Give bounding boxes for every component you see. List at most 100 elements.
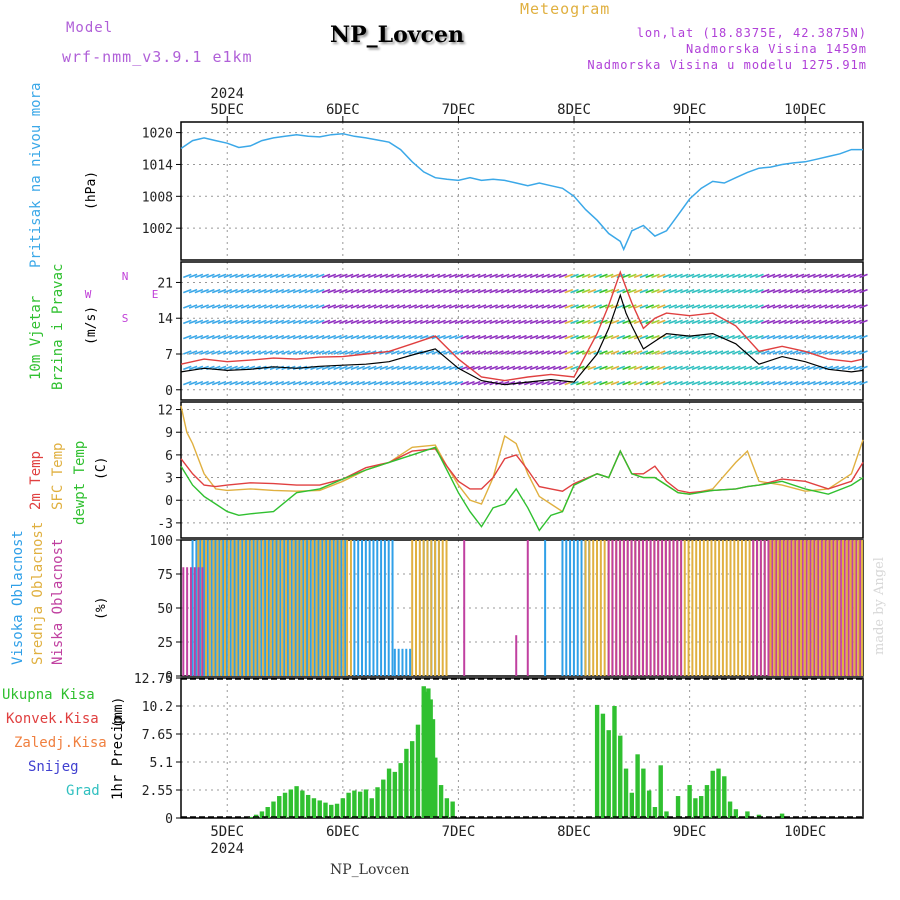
- wind-barb: [425, 380, 435, 386]
- model-label: Model: [66, 20, 114, 36]
- wind-barb: [344, 273, 354, 279]
- wind-barb: [431, 288, 441, 294]
- wind-barb: [610, 273, 620, 279]
- wind-barb: [529, 273, 539, 279]
- wind-barb: [512, 350, 522, 355]
- wind-barb: [431, 365, 441, 371]
- wind-barb: [483, 365, 493, 371]
- wind-barb: [697, 365, 706, 371]
- wind-barb: [656, 288, 666, 294]
- wind-barb: [339, 273, 348, 279]
- wind-barb: [408, 304, 417, 309]
- wind-barb: [495, 350, 504, 355]
- wind-barb: [240, 273, 250, 279]
- precip-bar: [727, 801, 733, 818]
- wind-barb: [743, 380, 753, 386]
- wind-barb: [599, 365, 608, 371]
- wind-barb: [830, 350, 839, 355]
- wind-barb: [801, 319, 811, 325]
- coords-label: lon,lat (18.8375E, 42.3875N): [636, 26, 867, 40]
- wind-barb: [680, 365, 689, 371]
- wind-ylabel-main: 10m Vjetar: [28, 296, 44, 380]
- wind-barb: [362, 365, 371, 371]
- wind-barb: [778, 288, 787, 294]
- wind-barb: [685, 319, 695, 325]
- wind-barb: [223, 273, 233, 279]
- wind-barb: [223, 380, 233, 386]
- wind-barb: [697, 380, 706, 386]
- wind-barb: [298, 304, 308, 309]
- wind-barb: [425, 288, 435, 294]
- wind-barb: [500, 304, 510, 309]
- wind-barb: [200, 319, 209, 325]
- wind-barb: [830, 380, 839, 386]
- wind-barb: [708, 319, 718, 325]
- temp-ylabel-sfc: SFC Temp: [50, 443, 66, 510]
- precip-bar: [444, 798, 450, 818]
- wind-barb: [419, 288, 429, 294]
- wind-barb: [183, 365, 192, 371]
- wind-barb: [651, 365, 660, 371]
- wind-barb: [362, 288, 371, 294]
- wind-barb: [743, 304, 753, 309]
- wind-barb: [315, 365, 325, 371]
- wind-barb: [564, 273, 574, 279]
- wind-barb: [795, 319, 805, 325]
- wind-barb: [362, 334, 371, 340]
- wind-barb: [235, 334, 244, 340]
- precip-bar: [334, 803, 340, 818]
- wind-ytick-label: 0: [165, 384, 173, 399]
- wind-barb: [240, 288, 250, 294]
- wind-barb: [362, 273, 371, 279]
- wind-barb: [287, 334, 296, 340]
- wind-barb: [691, 334, 701, 340]
- wind-barb: [628, 319, 637, 325]
- wind-barb: [639, 288, 649, 294]
- wind-barb: [246, 288, 256, 294]
- wind-barb: [512, 273, 522, 279]
- wind-barb: [656, 350, 666, 355]
- wind-barb: [714, 319, 724, 325]
- wind-barb: [275, 334, 285, 340]
- precip-bar: [294, 786, 299, 818]
- wind-barb: [402, 350, 412, 355]
- wind-barb: [385, 365, 394, 371]
- wind-barb: [766, 304, 776, 309]
- wind-barb: [680, 350, 689, 355]
- wind-barb: [373, 380, 383, 386]
- wind-barb: [217, 365, 227, 371]
- wind-barb: [350, 365, 360, 371]
- precip-bar: [352, 790, 357, 818]
- wind-barb: [824, 334, 834, 340]
- wind-barb: [541, 288, 550, 294]
- wind-barb: [547, 288, 556, 294]
- wind-barb: [524, 365, 533, 371]
- wind-barb: [570, 288, 579, 294]
- precip-bar: [745, 811, 750, 818]
- wind-barb: [853, 380, 863, 386]
- wind-barb: [321, 273, 331, 279]
- wind-barb: [275, 380, 285, 386]
- wind-barb: [720, 350, 730, 355]
- wind-barb: [379, 288, 389, 294]
- wind-barb: [841, 350, 851, 355]
- wind-barb: [310, 380, 319, 386]
- wind-barb: [252, 273, 261, 279]
- wind-barb: [708, 380, 718, 386]
- precip-bar: [606, 730, 611, 818]
- wind-barb: [841, 380, 851, 386]
- wind-barb: [784, 365, 793, 371]
- wind-compass-s: S: [122, 312, 129, 325]
- wind-barb: [789, 319, 799, 325]
- precip-bar: [409, 741, 415, 818]
- wind-barb: [258, 273, 267, 279]
- elevation-label: Nadmorska Visina 1459m: [686, 42, 867, 56]
- precip-ytick-label: 0: [165, 812, 173, 827]
- wind-barb: [211, 304, 221, 309]
- wind-barb: [778, 350, 787, 355]
- wind-barb: [564, 304, 574, 309]
- wind-barb: [506, 273, 516, 279]
- wind-barb: [830, 273, 839, 279]
- wind-barb: [570, 380, 579, 386]
- wind-barb: [350, 319, 360, 325]
